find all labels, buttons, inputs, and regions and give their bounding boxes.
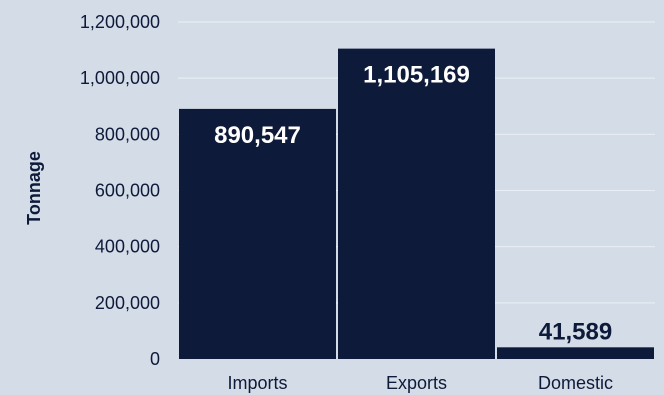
- category-label-imports: Imports: [227, 373, 287, 393]
- data-label-domestic: 41,589: [539, 318, 612, 345]
- y-tick-label: 400,000: [95, 237, 160, 257]
- bar-exports: [338, 48, 495, 359]
- bar-imports: [179, 108, 336, 359]
- y-tick-label: 800,000: [95, 124, 160, 144]
- y-tick-label: 600,000: [95, 181, 160, 201]
- y-axis-label: Tonnage: [24, 151, 44, 225]
- bars: [179, 48, 654, 359]
- data-label-exports: 1,105,169: [363, 62, 470, 89]
- category-label-domestic: Domestic: [538, 373, 613, 393]
- x-axis-category-labels: Imports Exports Domestic: [227, 373, 613, 393]
- bar-domestic: [497, 347, 654, 359]
- y-tick-label: 1,200,000: [80, 12, 160, 32]
- data-label-imports: 890,547: [214, 122, 301, 149]
- category-label-exports: Exports: [386, 373, 447, 393]
- y-tick-label: 1,000,000: [80, 68, 160, 88]
- y-axis-tick-labels: 0 200,000 400,000 600,000 800,000 1,000,000 1,…: [80, 12, 160, 369]
- y-tick-label: 200,000: [95, 293, 160, 313]
- data-labels: 890,547 1,105,169 41,589: [214, 62, 612, 346]
- y-tick-label: 0: [150, 349, 160, 369]
